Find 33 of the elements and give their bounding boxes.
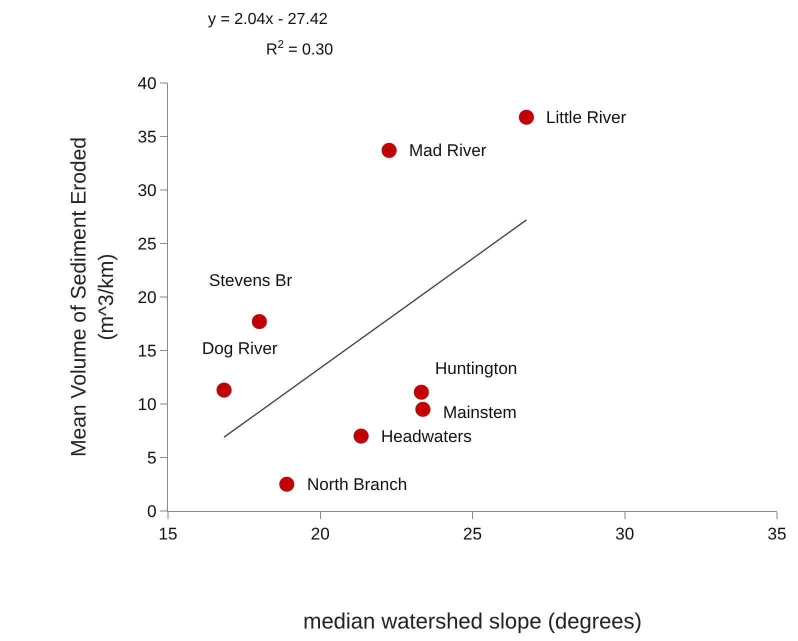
y-tick-label: 25	[138, 234, 157, 254]
annotation: Mad River	[409, 141, 487, 160]
annotation: Huntington	[435, 359, 518, 378]
y-tick-label: 10	[138, 394, 157, 414]
text: y = 2.04x - 27.42	[208, 11, 328, 28]
y-tick-label: 15	[138, 341, 157, 360]
annotation: Dog River	[202, 339, 278, 358]
point	[414, 384, 429, 400]
y-tick-label: 0	[147, 502, 157, 521]
point	[382, 142, 397, 158]
point	[216, 382, 232, 398]
annotation: Headwaters	[381, 427, 472, 446]
y-tick-label: 5	[147, 448, 157, 468]
y-tick-label: 40	[138, 74, 157, 93]
x-tick-label: 20	[310, 524, 330, 544]
x-tick-label: 25	[463, 524, 482, 544]
point	[279, 476, 294, 492]
x-axis-title: median watershed slope (degrees)	[303, 608, 642, 634]
text: R$^{2}$ = 0.30	[266, 39, 334, 59]
y-tick-label: 30	[138, 180, 157, 200]
point	[354, 428, 369, 444]
point	[415, 402, 430, 417]
y-tick-label: 20	[138, 288, 157, 307]
point	[518, 110, 534, 125]
annotation: North Branch	[307, 475, 408, 494]
y-axis-title: Mean Volume of Sediment Eroded (m^3/km)	[68, 137, 118, 457]
x-tick-label: 35	[768, 524, 786, 544]
annotation: Mainstem	[443, 403, 517, 422]
point	[252, 314, 267, 330]
annotation: Little River	[546, 108, 627, 127]
y-tick-label: 35	[138, 127, 157, 146]
x-tick-label: 30	[615, 524, 634, 544]
annotation: Stevens Br	[209, 271, 292, 290]
